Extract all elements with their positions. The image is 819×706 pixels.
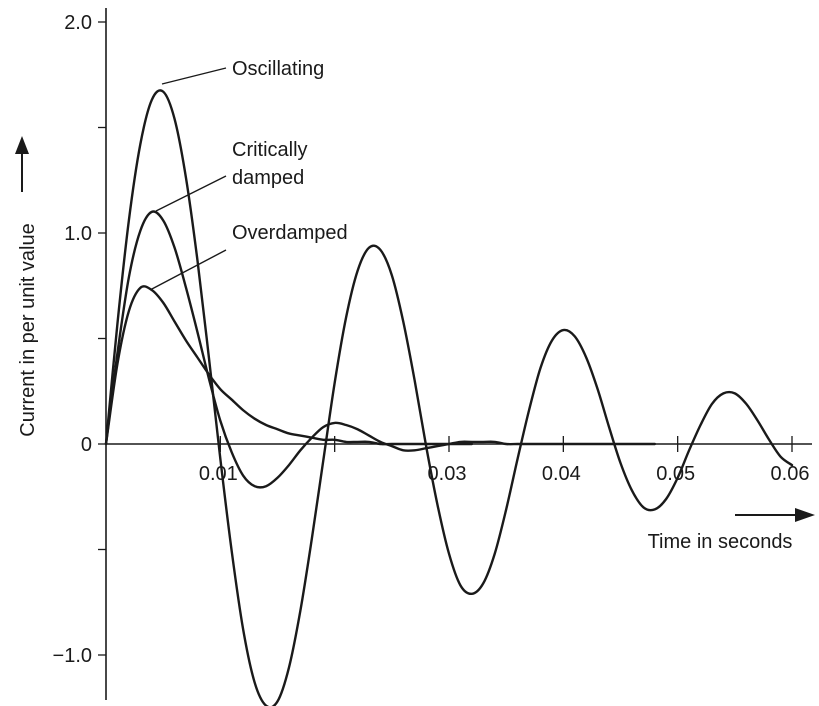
y-axis-title-group: Current in per unit value: [17, 223, 39, 436]
y-axis-arrowhead-icon: [15, 136, 29, 154]
annotation-critically-damped-line-1: Critically: [232, 139, 308, 161]
x-axis-arrowhead-icon: [795, 508, 815, 522]
series-line-oscillating: [104, 89, 794, 706]
y-tick-label: −1.0: [53, 645, 92, 667]
x-ticks: 0.01 0.03 0.04 0.05 0.06: [199, 436, 810, 485]
axes: 0.01 0.03 0.04 0.05 0.06 −1.0 0 1.0 2.0: [53, 8, 812, 700]
oscillating-leader-line: [161, 67, 227, 85]
y-tick-label: 2.0: [64, 12, 92, 34]
annotation-critically-damped-line-2: damped: [232, 167, 304, 189]
overdamped-leader-line: [149, 249, 227, 291]
x-tick-label: 0.04: [542, 463, 581, 485]
x-axis-title: Time in seconds: [648, 531, 793, 553]
y-axis-title: Current in per unit value: [17, 223, 39, 436]
y-ticks: −1.0 0 1.0 2.0: [53, 12, 106, 667]
x-tick-label: 0.05: [656, 463, 695, 485]
curves: [104, 89, 794, 706]
series-line-overdamped: [104, 285, 474, 446]
x-tick-label: 0.06: [771, 463, 810, 485]
annotation-critically-damped: Critically damped: [232, 139, 308, 189]
annotations: Oscillating Critically damped Overdamped: [149, 58, 348, 291]
x-tick-label: 0.01: [199, 463, 238, 485]
annotation-oscillating: Oscillating: [232, 58, 324, 80]
annotation-overdamped: Overdamped: [232, 222, 348, 244]
series-line-critically-damped: [104, 210, 656, 489]
y-tick-label: 1.0: [64, 223, 92, 245]
x-tick-label: 0.03: [428, 463, 467, 485]
y-tick-label: 0: [81, 434, 92, 456]
critically-damped-leader-line: [155, 175, 227, 212]
